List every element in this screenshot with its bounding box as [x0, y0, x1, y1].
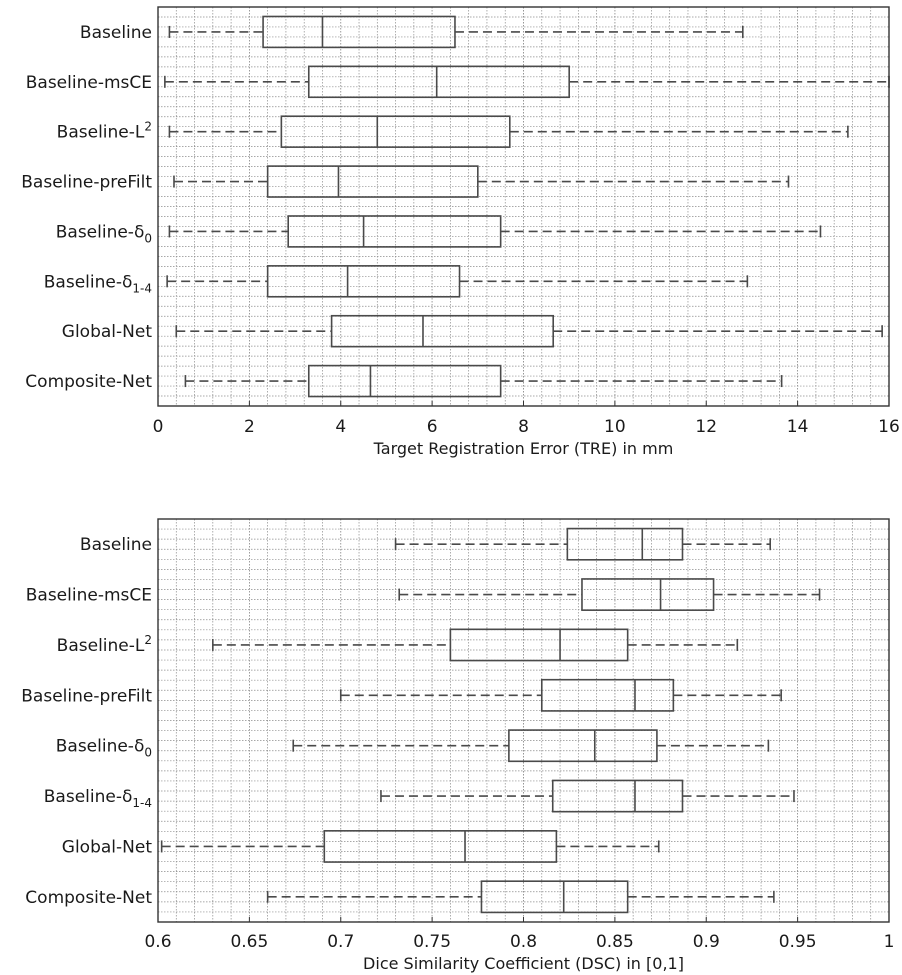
dsc-box-2 — [212, 628, 739, 662]
dsc-category-label: Composite-Net — [25, 888, 152, 908]
tre-category-label: Composite-Net — [25, 372, 152, 392]
dsc-iqr-box — [449, 628, 629, 662]
dsc-iqr-box — [551, 779, 684, 813]
dsc-category-label: Baseline — [80, 535, 152, 555]
dsc-xtick-label: 0.6 — [144, 932, 171, 952]
dsc-iqr-box — [566, 527, 684, 561]
dsc-box-0 — [394, 527, 772, 561]
dsc-iqr-box — [540, 678, 675, 712]
dsc-category-label: Baseline-preFilt — [21, 686, 152, 706]
tre-xtick-label: 12 — [695, 417, 717, 437]
dsc-xtick-label: 0.65 — [230, 932, 268, 952]
tre-iqr-box — [307, 364, 502, 398]
tre-box-6 — [175, 314, 883, 348]
tre-xtick-label: 2 — [244, 417, 255, 437]
tre-xtick-label: 4 — [335, 417, 346, 437]
dsc-xtick-label: 0.7 — [327, 932, 354, 952]
tre-xtick-label: 6 — [427, 417, 438, 437]
tre-category-label: Global-Net — [62, 322, 153, 342]
dsc-boxplot-chart: Baseline Baseline-msCE Baseline-L2 Baseline… — [21, 518, 895, 973]
tre-xtick-label: 0 — [153, 417, 164, 437]
tre-box-2 — [168, 115, 849, 148]
tre-xtick-label: 8 — [518, 417, 529, 437]
tre-category-label: Baseline-msCE — [26, 73, 152, 93]
tre-xtick-label: 14 — [787, 417, 809, 437]
dsc-category-label: Baseline-L2 — [57, 633, 152, 656]
tre-iqr-box — [266, 165, 479, 198]
dsc-box-7 — [266, 880, 775, 914]
tre-box-5 — [166, 265, 749, 298]
tre-category-label: Baseline — [80, 23, 152, 43]
dsc-box-1 — [398, 578, 821, 611]
dsc-xtick-label: 1 — [884, 932, 895, 952]
dsc-box-4 — [292, 729, 770, 763]
dsc-category-label: Baseline-msCE — [26, 586, 152, 606]
dsc-xtick-label: 0.75 — [413, 932, 451, 952]
tre-iqr-box — [262, 15, 456, 49]
dsc-box-6 — [160, 830, 660, 863]
dsc-grid — [158, 519, 889, 922]
dsc-iqr-box — [323, 830, 558, 863]
dsc-iqr-box — [480, 880, 629, 914]
tre-iqr-box — [266, 265, 461, 298]
tre-iqr-box — [330, 314, 554, 348]
tre-iqr-box — [287, 215, 502, 248]
dsc-xtick-label: 0.8 — [510, 932, 537, 952]
tre-boxplot-chart: Baseline Baseline-msCE Baseline-L2 Baseline… — [21, 6, 900, 458]
tre-box-4 — [168, 215, 822, 248]
tre-category-label: Baseline-δ1-4 — [44, 272, 152, 295]
dsc-category-label: Global-Net — [62, 837, 153, 857]
tre-x-axis-label: Target Registration Error (TRE) in mm — [373, 439, 674, 458]
dsc-box-3 — [339, 678, 782, 712]
dsc-box-5 — [380, 779, 795, 813]
dsc-category-label: Baseline-δ1-4 — [44, 787, 152, 810]
dsc-iqr-box — [581, 578, 715, 611]
dsc-xtick-label: 0.85 — [596, 932, 634, 952]
tre-category-label: Baseline-L2 — [57, 120, 152, 143]
tre-category-label: Baseline-δ0 — [56, 222, 152, 245]
tre-iqr-box — [280, 115, 511, 148]
tre-box-3 — [173, 165, 790, 198]
tre-grid — [158, 7, 889, 406]
dsc-category-label: Baseline-δ0 — [56, 737, 152, 760]
tre-xtick-label: 10 — [604, 417, 626, 437]
tre-box-0 — [168, 15, 744, 49]
tre-xtick-label: 16 — [878, 417, 900, 437]
tre-category-label: Baseline-preFilt — [21, 173, 152, 193]
dsc-iqr-box — [508, 729, 658, 763]
dsc-x-axis-label: Dice Similarity Coefficient (DSC) in [0,… — [363, 954, 684, 973]
dsc-xtick-label: 0.9 — [693, 932, 720, 952]
tre-box-7 — [184, 364, 783, 398]
tre-iqr-box — [307, 65, 570, 99]
dsc-xtick-label: 0.95 — [779, 932, 817, 952]
